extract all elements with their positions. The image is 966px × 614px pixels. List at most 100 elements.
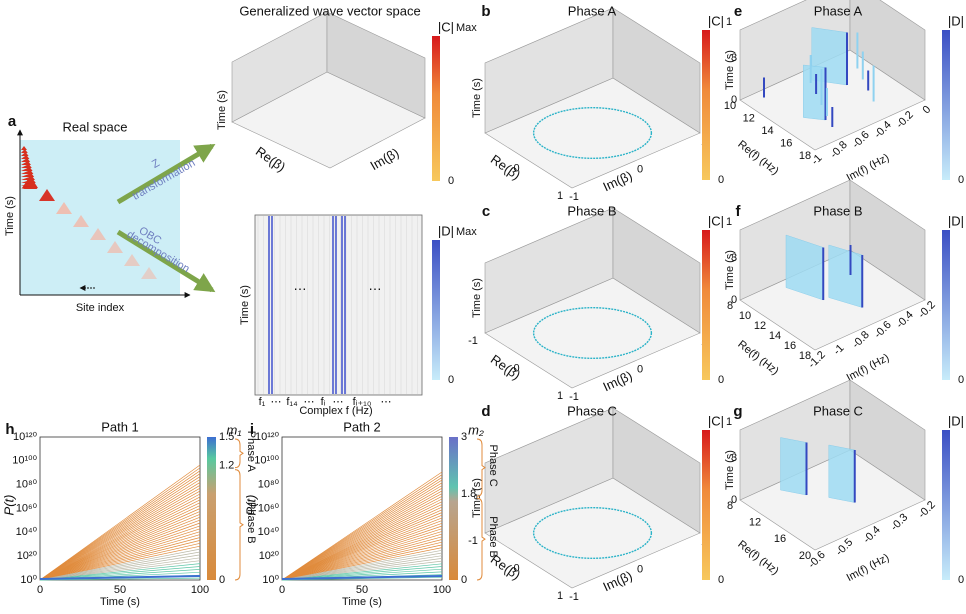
growth-line	[281, 533, 443, 581]
growth-line	[281, 509, 443, 581]
axis-label: P(t)	[1, 495, 16, 516]
growth-line	[39, 502, 201, 581]
colorbar-max: 1	[726, 216, 732, 228]
transform-arrow	[116, 229, 216, 293]
ellipsis: ⋯	[369, 281, 382, 296]
axis-label: Time (s)	[471, 278, 483, 318]
tick-label: 10¹⁰⁰	[254, 455, 279, 467]
axis-label: Time (s)	[4, 196, 16, 236]
axis-label: P(t)	[243, 495, 258, 516]
growth-line	[281, 563, 443, 581]
plot-area	[281, 436, 443, 581]
growth-line	[39, 525, 201, 581]
wavepacket	[73, 215, 89, 227]
panel-title: Phase C	[813, 403, 863, 418]
wavepacket	[141, 267, 157, 279]
growth-line	[39, 537, 201, 581]
tick-label: 0	[513, 562, 519, 574]
ring	[532, 507, 653, 560]
tick-label: -1	[809, 152, 824, 167]
colorbar-min: 0	[958, 574, 964, 586]
wavepacket	[21, 149, 28, 153]
phase-annotation: Phase B	[487, 516, 499, 558]
tick-label: 1	[557, 590, 563, 602]
brace	[234, 438, 244, 469]
tick-label: 18	[799, 150, 811, 162]
growth-line	[281, 479, 443, 581]
tick-label: 0	[637, 563, 643, 575]
colorbar	[942, 30, 950, 180]
phase-annotation: Phase B	[245, 502, 257, 544]
colorbar-max: Max	[456, 226, 477, 238]
tick-label: 3	[731, 52, 737, 64]
tick-label: 10⁶⁰	[16, 502, 38, 514]
axis-label: Re(f) (Hz)	[735, 138, 780, 177]
tick-label: 16	[784, 340, 796, 352]
tick-label: 0	[731, 294, 737, 306]
growth-line	[39, 493, 201, 581]
colorbar-min: 0	[958, 174, 964, 186]
growth-line	[281, 547, 443, 581]
growth-line	[281, 517, 443, 581]
colorbar	[207, 437, 216, 580]
wavepacket	[56, 202, 72, 214]
axis-label: Time (s)	[471, 78, 483, 118]
growth-line	[281, 558, 443, 581]
wavepacket	[21, 185, 38, 189]
growth-line	[39, 554, 201, 581]
tick-label: 10⁰	[20, 574, 37, 586]
growth-line	[39, 508, 201, 581]
axis-label: Time (s)	[724, 250, 736, 290]
axis-label: Complex f (Hz)	[299, 405, 372, 417]
spectrum-plane	[828, 244, 863, 308]
growth-line	[281, 575, 443, 580]
growth-line	[39, 513, 201, 581]
colorbar-min: 0	[448, 175, 454, 187]
growth-line	[39, 516, 201, 581]
growth-line	[281, 495, 443, 581]
tick-label: 16	[774, 533, 786, 545]
colorbar-tick: 1.2	[219, 460, 234, 472]
brace	[476, 438, 486, 497]
axis-label: Time (s)	[342, 596, 382, 608]
growth-line	[281, 487, 443, 581]
spectrum-plane	[828, 444, 856, 503]
tick-label: 20	[799, 550, 811, 562]
growth-line	[39, 540, 201, 581]
tick-label: -1	[468, 335, 478, 347]
growth-line	[39, 531, 201, 581]
tick-label: f₁₄	[286, 396, 298, 408]
colorbar	[702, 230, 710, 380]
wavepacket	[21, 164, 32, 168]
colorbar-min: 0	[718, 174, 724, 186]
panel-title: Phase C	[567, 403, 617, 418]
tick-label: 0	[279, 584, 285, 596]
tick-label: f₁	[259, 396, 266, 408]
panel-title: Generalized wave vector space	[239, 3, 420, 18]
tick-label: 0	[37, 584, 43, 596]
panel-title: Phase B	[813, 203, 862, 218]
tick-label: 16	[780, 137, 792, 149]
growth-line	[39, 467, 201, 581]
colorbar-min: 0	[718, 374, 724, 386]
panel-title: Phase A	[568, 3, 617, 18]
wavepacket	[21, 167, 33, 171]
tick-label: 10⁴⁰	[258, 526, 280, 538]
tick-label: ⋯	[381, 396, 392, 408]
axis-label: Re(β)	[253, 144, 288, 175]
tick-label: 8	[727, 300, 733, 312]
growth-line	[39, 490, 201, 581]
wavepacket	[107, 241, 123, 253]
growth-line	[39, 487, 201, 581]
phase-annotation: Phase C	[487, 444, 499, 486]
tick-label: 50	[114, 584, 126, 596]
tick-label: 1	[557, 390, 563, 402]
growth-line	[39, 482, 201, 581]
transform-arrow	[116, 143, 216, 205]
panel-title: Phase B	[567, 203, 616, 218]
box-wall	[849, 0, 926, 101]
panel-label: a	[8, 113, 17, 130]
growth-line	[39, 470, 201, 581]
ellipsis: ⋯	[294, 281, 307, 296]
growth-line	[39, 545, 201, 581]
